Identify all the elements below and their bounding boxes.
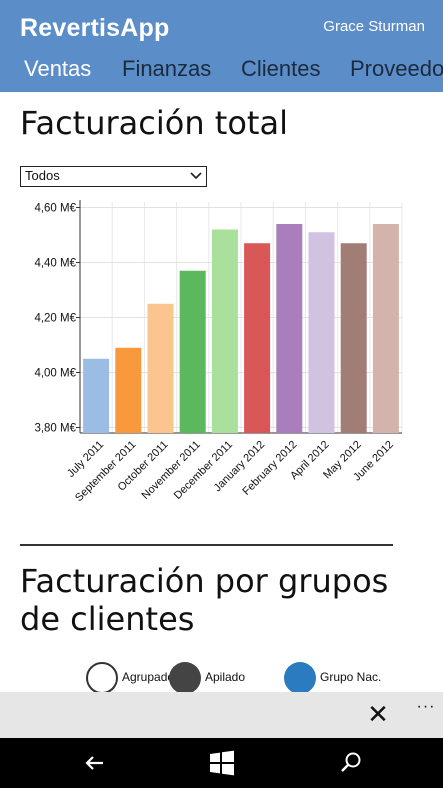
bar xyxy=(308,232,335,433)
y-tick-label: 3,80 M€ xyxy=(34,423,76,435)
bar xyxy=(372,224,399,433)
bar xyxy=(147,303,174,433)
y-tick-label: 4,40 M€ xyxy=(34,258,76,270)
bar xyxy=(83,358,110,433)
bar xyxy=(276,224,303,433)
legend-label: Apilado xyxy=(205,670,246,684)
tab-clientes[interactable]: Clientes xyxy=(241,56,321,81)
filter-selected-value: Todos xyxy=(25,168,60,183)
tab-ventas[interactable]: Ventas xyxy=(24,56,92,81)
bar xyxy=(340,243,367,433)
app-title: RevertisApp xyxy=(20,14,170,42)
x-tick-label: December 2011 xyxy=(172,439,235,502)
tab-proveedores[interactable]: Proveedo xyxy=(350,56,443,81)
section-title-facturacion-grupos: Facturación por grupos de clientes xyxy=(20,562,389,638)
close-icon[interactable]: ✕ xyxy=(367,699,389,729)
back-icon[interactable] xyxy=(80,748,110,778)
y-tick-label: 4,00 M€ xyxy=(34,368,76,380)
chevron-down-icon xyxy=(190,167,202,191)
app-header: RevertisApp Grace Sturman Ventas Finanza… xyxy=(0,0,443,92)
filled-circle-icon xyxy=(284,662,316,694)
section-divider xyxy=(20,544,393,546)
revenue-bar-chart: 3,80 M€4,00 M€4,20 M€4,40 M€4,60 M€July … xyxy=(34,200,403,504)
filled-circle-icon xyxy=(169,662,201,694)
hollow-circle-icon xyxy=(86,662,118,694)
app-bar: ✕ ··· xyxy=(0,692,443,738)
nav-tabs: Ventas Finanzas Clientes Proveedo xyxy=(0,56,443,88)
x-tick-label: November 2011 xyxy=(140,439,203,502)
bar xyxy=(211,229,238,433)
bar xyxy=(244,243,271,433)
windows-icon[interactable] xyxy=(207,748,237,778)
tab-finanzas[interactable]: Finanzas xyxy=(122,56,212,81)
y-tick-label: 4,60 M€ xyxy=(34,203,76,215)
section-title-facturacion-total: Facturación total xyxy=(20,104,288,142)
user-name[interactable]: Grace Sturman xyxy=(323,18,425,35)
legend-label: Agrupado xyxy=(122,670,175,684)
filter-dropdown[interactable]: Todos xyxy=(20,166,207,187)
bar xyxy=(115,347,142,433)
bar xyxy=(179,270,206,433)
more-icon[interactable]: ··· xyxy=(416,698,436,715)
legend-label: Grupo Nac. xyxy=(320,670,382,684)
y-tick-label: 4,20 M€ xyxy=(34,313,76,325)
search-icon[interactable] xyxy=(336,748,366,778)
system-nav-bar xyxy=(0,738,443,788)
